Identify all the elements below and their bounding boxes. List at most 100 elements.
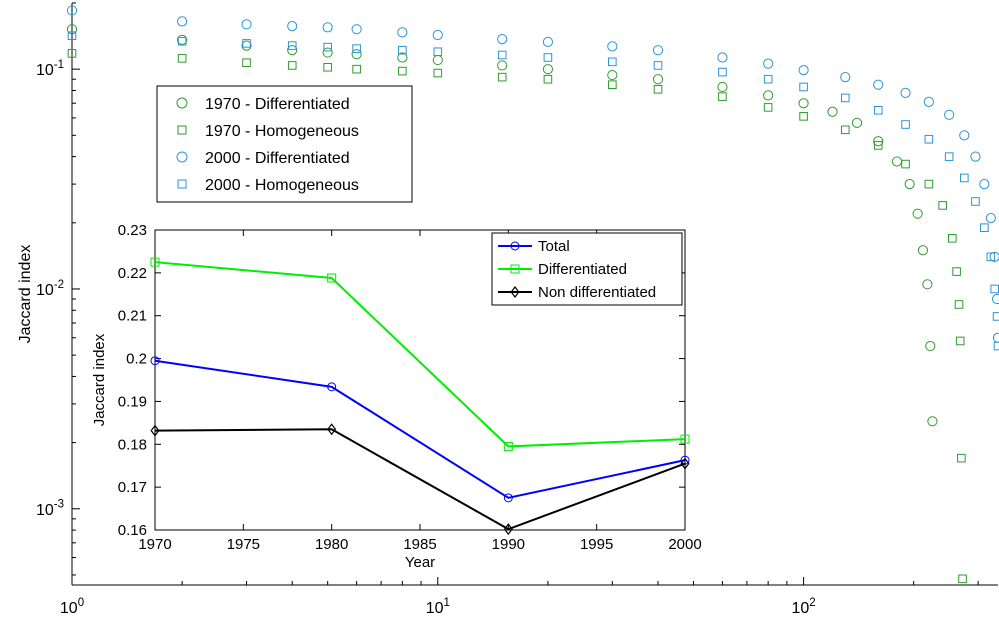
inset-y-tick-label: 0.17	[118, 479, 147, 496]
main-y-tick-label: 10-3	[36, 499, 64, 519]
main-legend: 1970 - Differentiated 1970 - Homogeneous 2…	[156, 85, 413, 203]
data-point	[992, 312, 999, 321]
data-point	[904, 178, 915, 190]
main-scatter-plot: 10-3 10-2 10-1 100 101 102 Jaccard index	[17, 2, 999, 617]
inset-data-point	[327, 382, 337, 392]
data-point	[718, 92, 727, 101]
data-point	[763, 74, 773, 84]
data-point	[827, 106, 838, 117]
data-point	[241, 40, 252, 51]
data-point	[917, 245, 929, 256]
data-point	[924, 134, 934, 144]
inset-legend-label-total: Total	[538, 238, 570, 255]
data-point	[497, 60, 508, 71]
inset-data-point	[503, 441, 513, 451]
data-point	[873, 136, 884, 147]
series-1970-homogeneous	[67, 49, 967, 584]
inset-data-point	[327, 273, 337, 283]
data-point	[959, 173, 969, 183]
data-point	[398, 45, 407, 55]
data-point	[873, 141, 883, 150]
data-point	[607, 69, 618, 81]
inset-y-tick-label: 0.16	[118, 522, 147, 539]
data-point	[989, 251, 999, 262]
inset-y-tick-label: 0.22	[118, 265, 147, 282]
data-point	[177, 36, 187, 46]
data-point	[323, 62, 332, 72]
data-point	[924, 179, 934, 189]
data-point	[607, 41, 618, 52]
inset-data-point	[503, 493, 513, 503]
legend-marker-2000-homogeneous	[177, 179, 187, 189]
inset-data-point	[150, 356, 160, 366]
data-point	[840, 72, 851, 83]
data-point	[652, 74, 664, 85]
data-point	[840, 93, 850, 103]
inset-x-tick-label: 1990	[492, 536, 525, 553]
inset-series-differentiated	[150, 257, 690, 451]
data-point	[398, 66, 407, 76]
data-point	[242, 58, 251, 68]
inset-line-total	[154, 359, 686, 499]
inset-legend-marker-non-differentiated	[510, 286, 520, 298]
data-point	[985, 213, 996, 224]
data-point	[177, 34, 188, 45]
data-point	[652, 45, 664, 56]
series-2000-homogeneous	[67, 31, 999, 351]
data-point	[653, 84, 663, 94]
data-point	[397, 52, 408, 63]
data-point	[955, 336, 965, 346]
data-point	[952, 267, 961, 276]
inset-x-tick-label: 2000	[668, 536, 701, 553]
data-point	[497, 34, 508, 45]
data-point	[718, 67, 727, 77]
data-point	[67, 31, 77, 40]
data-point	[954, 300, 964, 309]
inset-legend-label-differentiated: Differentiated	[538, 261, 627, 278]
data-point	[922, 279, 933, 290]
data-point	[542, 64, 554, 75]
inset-legend-marker-differentiated	[510, 264, 520, 274]
data-point	[959, 130, 970, 141]
data-point	[971, 197, 980, 206]
data-point	[763, 58, 774, 69]
data-point	[66, 24, 78, 35]
inset-x-tick-label: 1970	[138, 536, 171, 553]
legend-label-2000-homogeneous: 2000 - Homogeneous	[205, 177, 359, 194]
data-point	[542, 36, 554, 48]
data-point	[799, 112, 808, 121]
inset-y-tick-label: 0.2	[126, 351, 147, 368]
data-point	[287, 45, 298, 56]
inset-series-non-differentiated	[150, 423, 690, 536]
inset-x-tick-label: 1980	[315, 536, 348, 553]
inset-line-differentiated	[154, 261, 686, 448]
data-point	[351, 49, 362, 60]
legend-marker-1970-differentiated	[176, 97, 188, 109]
data-point	[287, 41, 297, 50]
inset-legend-label-non-differentiated: Non differentiated	[538, 284, 656, 301]
inset-x-axis-label: Year	[405, 554, 435, 571]
data-point	[433, 68, 443, 78]
data-point	[947, 234, 957, 243]
inset-y-tick-label: 0.21	[118, 308, 147, 325]
data-point	[990, 284, 999, 294]
legend-marker-2000-differentiated	[176, 151, 188, 163]
data-point	[323, 42, 332, 52]
data-point	[925, 340, 936, 352]
data-point	[957, 453, 966, 463]
main-y-tick-label: 10-2	[36, 279, 64, 299]
data-point	[717, 52, 728, 63]
data-point	[432, 29, 443, 41]
legend-label-1970-differentiated: 1970 - Differentiated	[205, 96, 350, 113]
inset-data-point	[327, 423, 337, 436]
data-point	[944, 109, 955, 120]
data-point	[944, 152, 954, 161]
series-1970-differentiated	[66, 24, 938, 427]
inset-x-tick-label: 1975	[227, 536, 260, 553]
data-point	[177, 16, 188, 27]
data-point	[763, 103, 773, 112]
data-point	[958, 574, 967, 584]
inset-data-point	[680, 434, 690, 444]
legend-label-1970-homogeneous: 1970 - Homogeneous	[205, 123, 359, 140]
